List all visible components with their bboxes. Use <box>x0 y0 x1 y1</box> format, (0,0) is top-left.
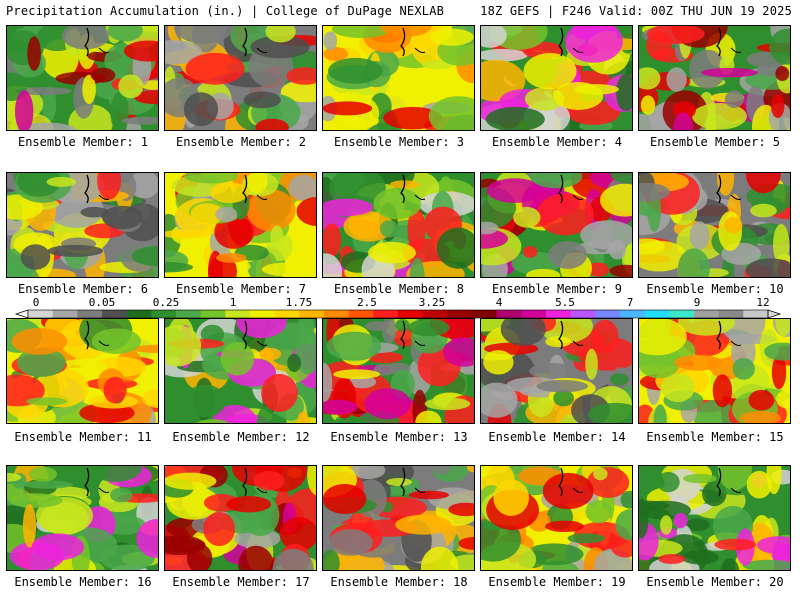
colorbar-tick-label: 12 <box>756 296 769 309</box>
colorbar-segment <box>718 310 744 318</box>
colorbar-segment <box>225 310 251 318</box>
colorbar-segment <box>274 310 300 318</box>
ensemble-member-map <box>6 318 159 424</box>
colorbar-segment <box>126 310 152 318</box>
ensemble-member-label: Ensemble Member: 19 <box>488 575 626 589</box>
colorbar-segment <box>595 310 621 318</box>
ensemble-member-map <box>480 25 633 131</box>
colorbar-tick-label: 0.05 <box>89 296 116 309</box>
ensemble-member-map <box>638 318 791 424</box>
colorbar-max-arrow <box>767 309 782 319</box>
colorbar-segment <box>77 310 103 318</box>
colorbar-tick-label: 7 <box>627 296 634 309</box>
colorbar-tick-label: 3.25 <box>419 296 446 309</box>
ensemble-member-map <box>480 465 633 571</box>
colorbar-segment <box>348 310 374 318</box>
ensemble-member-map <box>638 25 791 131</box>
ensemble-member-label: Ensemble Member: 11 <box>14 430 152 444</box>
ensemble-member-label: Ensemble Member: 5 <box>649 135 781 149</box>
colorbar-tick-label: 2.5 <box>357 296 377 309</box>
colorbar-segment <box>447 310 473 318</box>
colorbar-segment <box>373 310 399 318</box>
colorbar-tick-label: 5.5 <box>555 296 575 309</box>
ensemble-member-label: Ensemble Member: 15 <box>646 430 784 444</box>
colorbar-segment <box>176 310 202 318</box>
colorbar-segment <box>151 310 177 318</box>
colorbar-segment <box>102 310 128 318</box>
ensemble-member-label: Ensemble Member: 2 <box>175 135 307 149</box>
ensemble-member-label: Ensemble Member: 20 <box>646 575 784 589</box>
ensemble-member-map <box>480 318 633 424</box>
ensemble-member-map <box>638 172 791 278</box>
colorbar-tick-label: 0 <box>33 296 40 309</box>
ensemble-member-label: Ensemble Member: 10 <box>646 282 784 296</box>
precipitation-colorbar: 0 0.05 0.25 1 1.75 2.5 3.25 4 5.5 7 9 12 <box>14 296 782 319</box>
model-run-info: 18Z GEFS | F246 Valid: 00Z THU JUN 19 20… <box>480 4 792 18</box>
colorbar-segment <box>644 310 670 318</box>
ensemble-member-label: Ensemble Member: 9 <box>491 282 623 296</box>
ensemble-member-label: Ensemble Member: 18 <box>330 575 468 589</box>
ensemble-member-map <box>322 318 475 424</box>
colorbar-segment <box>324 310 350 318</box>
ensemble-member-label: Ensemble Member: 4 <box>491 135 623 149</box>
ensemble-member-map <box>322 172 475 278</box>
ensemble-member-map <box>164 172 317 278</box>
colorbar-tick-label: 0.25 <box>153 296 180 309</box>
ensemble-member-map <box>480 172 633 278</box>
colorbar-segment <box>52 310 78 318</box>
map-title: Precipitation Accumulation (in.) | Colle… <box>6 4 445 18</box>
ensemble-member-label: Ensemble Member: 17 <box>172 575 310 589</box>
ensemble-member-map <box>164 465 317 571</box>
ensemble-member-label: Ensemble Member: 16 <box>14 575 152 589</box>
colorbar-segment <box>570 310 596 318</box>
ensemble-member-map <box>322 25 475 131</box>
ensemble-member-label: Ensemble Member: 13 <box>330 430 468 444</box>
ensemble-member-label: Ensemble Member: 12 <box>172 430 310 444</box>
ensemble-member-label: Ensemble Member: 3 <box>333 135 465 149</box>
colorbar-segment <box>398 310 424 318</box>
colorbar-min-arrow <box>14 309 29 319</box>
colorbar-border <box>27 309 769 319</box>
colorbar-segment <box>299 310 325 318</box>
colorbar-segment <box>28 310 54 318</box>
colorbar-segment <box>496 310 522 318</box>
colorbar-segment <box>669 310 695 318</box>
colorbar-segment <box>743 310 769 318</box>
ensemble-member-map <box>638 465 791 571</box>
ensemble-member-map <box>322 465 475 571</box>
colorbar-segment <box>694 310 720 318</box>
ensemble-member-map <box>6 25 159 131</box>
colorbar-segment <box>250 310 276 318</box>
colorbar-segment <box>546 310 572 318</box>
ensemble-member-map <box>6 465 159 571</box>
ensemble-member-label: Ensemble Member: 7 <box>175 282 307 296</box>
colorbar-segment <box>200 310 226 318</box>
colorbar-tick-label: 1 <box>230 296 237 309</box>
colorbar-tick-label: 4 <box>496 296 503 309</box>
ensemble-member-map <box>164 318 317 424</box>
ensemble-member-label: Ensemble Member: 14 <box>488 430 626 444</box>
colorbar-tick-label: 1.75 <box>286 296 313 309</box>
ensemble-member-map <box>6 172 159 278</box>
ensemble-member-map <box>164 25 317 131</box>
colorbar-segment <box>422 310 448 318</box>
colorbar-segment <box>620 310 646 318</box>
ensemble-member-label: Ensemble Member: 6 <box>17 282 149 296</box>
colorbar-segment <box>472 310 498 318</box>
colorbar-segment <box>521 310 547 318</box>
ensemble-member-label: Ensemble Member: 1 <box>17 135 149 149</box>
colorbar-tick-label: 9 <box>694 296 701 309</box>
ensemble-member-label: Ensemble Member: 8 <box>333 282 465 296</box>
